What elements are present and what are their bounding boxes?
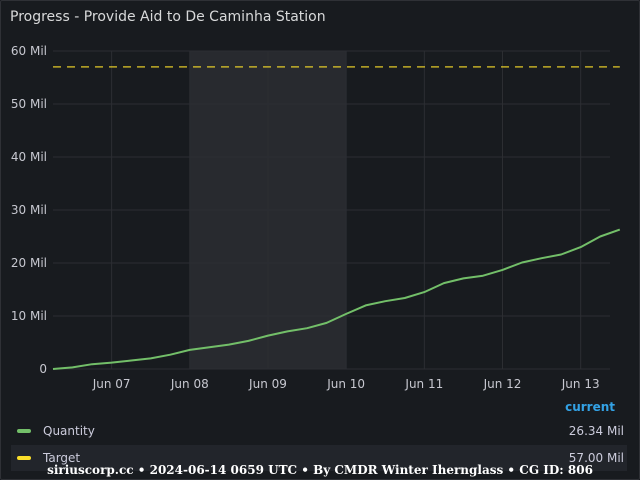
chart-series <box>52 66 621 370</box>
legend-column-header[interactable]: current <box>565 400 615 414</box>
y-tick-label: 0 <box>39 362 47 376</box>
line-chart: 0 10 Mil 20 Mil 30 Mil 40 Mil 50 Mil 60 Mil Ju… <box>11 44 621 391</box>
x-tick-label: Jun 13 <box>561 377 600 391</box>
y-tick-label: 40 Mil <box>11 150 47 164</box>
y-tick-label: 50 Mil <box>11 97 47 111</box>
x-tick-label: Jun 10 <box>326 377 365 391</box>
chart-grid <box>53 50 610 370</box>
x-tick-label: Jun 12 <box>483 377 522 391</box>
x-axis-ticks: Jun 07 Jun 08 Jun 09 Jun 10 Jun 11 Jun 12 Jun … <box>92 377 600 391</box>
legend-value: 26.34 Mil <box>568 424 624 438</box>
footer-watermark: siriuscorp.cc • 2024-06-14 0659 UTC • By… <box>47 463 593 477</box>
panel-title: Progress - Provide Aid to De Caminha Sta… <box>10 9 326 25</box>
series-line-quantity <box>52 228 621 370</box>
legend-value: 57.00 Mil <box>568 451 624 465</box>
y-tick-label: 10 Mil <box>11 309 47 323</box>
legend-item-quantity[interactable]: Quantity 26.34 Mil <box>11 418 627 444</box>
legend-label: Target <box>43 451 81 465</box>
y-tick-label: 60 Mil <box>11 44 47 58</box>
legend-label: Quantity <box>43 424 95 438</box>
y-tick-label: 30 Mil <box>11 203 47 217</box>
x-tick-label: Jun 11 <box>404 377 443 391</box>
x-tick-label: Jun 07 <box>92 377 131 391</box>
quantity-swatch-icon <box>17 429 31 433</box>
x-tick-label: Jun 08 <box>170 377 209 391</box>
x-tick-label: Jun 09 <box>248 377 287 391</box>
target-swatch-icon <box>17 456 31 460</box>
y-axis-ticks: 0 10 Mil 20 Mil 30 Mil 40 Mil 50 Mil 60 Mil <box>11 44 47 376</box>
y-tick-label: 20 Mil <box>11 256 47 270</box>
legend-item-target[interactable]: Target 57.00 Mil <box>11 445 627 471</box>
